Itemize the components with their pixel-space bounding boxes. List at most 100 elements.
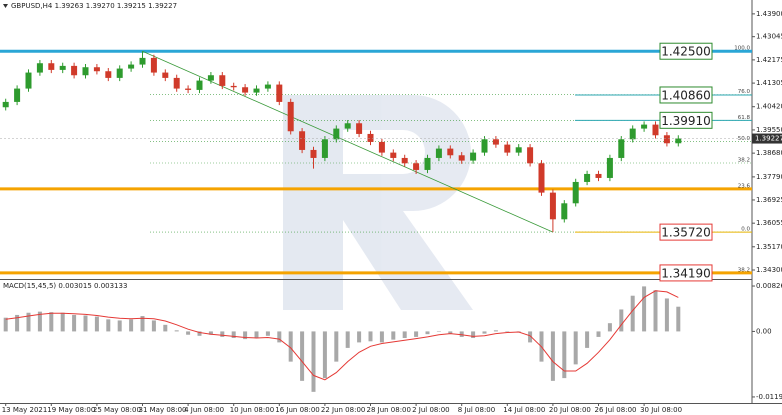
candle-body [242,87,249,93]
macd-bar [231,331,236,339]
candle-body [344,123,351,129]
y-tick-label: 0.00 [756,327,772,335]
y-tick-label: 0.008264 [756,282,782,290]
fib-label: 61.8 [738,115,751,121]
macd-bar [83,315,88,332]
macd-bar [550,331,555,381]
macd-bar [72,314,77,332]
candle-body [356,123,363,134]
candle-body [185,88,192,90]
candle-body [481,139,488,153]
level-box [659,111,713,129]
macd-bar [436,331,441,332]
macd-bar [106,319,111,332]
macd-bar [505,331,510,332]
fib-label: 38.2 [738,158,750,164]
candle-body [663,135,670,144]
fib-label: 50.0 [738,136,751,142]
candle-body [2,101,9,108]
macd-bar [140,316,145,332]
macd-label: MACD(15,45,5) 0.003015 0.003133 [3,282,127,290]
candle-body [196,80,203,90]
candle-body [14,88,21,102]
candle-body [82,67,89,76]
candle-body [128,64,135,69]
macd-bar [334,331,339,362]
macd-bar [163,324,168,332]
macd-bar [528,331,533,343]
macd-bar [414,331,419,337]
y-tick-label: 1.43045 [756,33,782,41]
current-price-label: 1.39227 [755,135,782,143]
macd-bar [60,312,65,332]
macd-bar [642,286,647,332]
macd-bar [345,331,350,348]
header: GBPUSD,H4 1.39263 1.39270 1.39215 1.3922… [11,2,177,10]
y-tick-label: 1.40420 [756,103,782,111]
y-tick-label: 1.41305 [756,79,782,87]
x-tick-label: 4 Jun 08:00 [184,406,224,414]
macd-bar [676,306,681,332]
macd-bar [129,319,134,332]
macd-bar [471,331,476,339]
candle-body [424,157,431,170]
candle-body [253,88,260,93]
candle-body [321,139,328,158]
y-tick-label: 1.42175 [756,56,782,64]
candle-body [264,84,271,89]
candle-body [595,173,602,178]
macd-bar [379,331,384,343]
macd-bar [459,331,464,337]
macd-bar [220,331,225,337]
x-tick-label: 22 Jun 08:00 [321,406,365,414]
candle-body [25,72,32,89]
macd-bar [482,331,487,334]
candle-body [378,141,385,153]
candle-body [470,152,477,161]
candle-body [572,181,579,204]
fib-label: 100.0 [734,46,750,52]
macd-bar [653,290,658,332]
fib-label: 76.0 [738,89,751,95]
candle-body [447,148,454,156]
macd-bar [151,320,156,332]
candle-body [515,147,522,153]
macd-bar [186,331,191,335]
macd-bar [630,295,635,332]
x-tick-label: 19 May 08:00 [47,406,95,414]
macd-bar [391,331,396,340]
candle-body [139,57,146,65]
candle-body [116,68,123,78]
candle-body [48,63,55,70]
candle-body [629,128,636,140]
macd-bar [402,331,407,339]
candle-body [561,203,568,220]
level-label: 1.34190 [661,266,711,280]
macd-signal [5,290,679,381]
candle-body [36,63,43,73]
candle-body [93,67,100,72]
macd-bar [174,330,179,332]
macd-bar [493,330,498,332]
level-label: 1.40860 [661,88,711,102]
y-tick-label: 1.43900 [756,10,782,18]
candle-body [675,138,682,144]
level-label: 1.35720 [661,226,711,240]
y-tick-label: -0.01193 [756,393,782,401]
macd-bar [288,331,293,362]
macd-bar [322,331,327,379]
y-tick-label: 1.36055 [756,219,782,227]
x-tick-label: 30 Jul 08:00 [640,406,682,414]
candle-body [71,65,78,76]
candle-body [230,85,237,88]
x-tick-label: 25 May 08:00 [93,406,141,414]
candle-body [390,152,397,158]
macd-bar [254,331,259,339]
candle-body [641,124,648,129]
x-tick-label: 13 May 2021 [2,406,48,414]
candle-body [207,75,214,81]
candle-body [652,124,659,136]
current-price-box [752,133,782,144]
level-box [659,42,713,60]
